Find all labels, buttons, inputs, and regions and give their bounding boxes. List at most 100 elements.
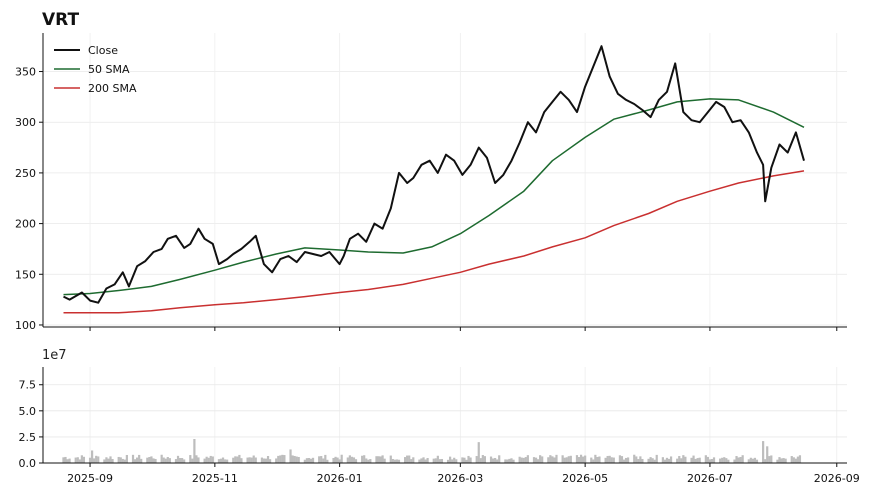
volume-bar: [408, 455, 411, 463]
volume-bar: [451, 459, 454, 463]
volume-bar: [481, 455, 484, 463]
volume-bar: [549, 455, 552, 463]
volume-bar: [563, 457, 566, 463]
volume-bar: [584, 455, 587, 463]
volume-bar: [223, 459, 227, 463]
volume-bar: [68, 458, 71, 463]
volume-bar: [751, 458, 754, 463]
volume-bar: [324, 454, 327, 463]
volume-bar: [449, 456, 452, 463]
volume-bar: [512, 459, 515, 463]
volume-bar: [350, 456, 354, 463]
volume-bar: [133, 459, 137, 463]
chart-axes: [39, 33, 847, 467]
volume-bars: [62, 439, 802, 463]
volume-bar: [307, 457, 311, 463]
volume-bar: [610, 457, 613, 463]
volume-bar: [377, 456, 380, 463]
volume-bar: [508, 458, 511, 463]
volume-bar: [326, 459, 329, 463]
volume-bar: [737, 457, 740, 463]
volume-bar: [90, 450, 94, 463]
volume-bar: [704, 455, 707, 463]
volume-bar: [768, 456, 771, 463]
volume-bar: [708, 459, 712, 463]
volume-bar: [354, 459, 358, 463]
volume-bar: [764, 459, 767, 463]
volume-bar: [397, 459, 401, 463]
volume-bar: [438, 459, 441, 463]
volume-bar: [641, 458, 644, 463]
volume-bar: [692, 455, 695, 463]
volume-bar: [367, 459, 370, 463]
volume-bar: [95, 455, 98, 463]
volume-bar: [168, 458, 171, 463]
volume-bar: [796, 456, 800, 463]
volume-bar: [698, 457, 701, 463]
volume-bar: [383, 458, 386, 463]
volume-bar: [739, 456, 742, 463]
volume-bar: [311, 457, 315, 463]
volume-bar: [694, 458, 697, 463]
chart-title: VRT: [42, 10, 79, 30]
volume-bar: [784, 458, 787, 463]
volume-bar: [232, 457, 235, 463]
volume-bar: [389, 455, 392, 463]
volume-bar: [410, 459, 413, 463]
volume-bar: [618, 455, 622, 463]
volume-bar: [164, 458, 167, 463]
volume-bar: [453, 457, 456, 463]
volume-bar: [455, 459, 458, 463]
volume-bar: [655, 454, 658, 463]
volume-bar: [727, 459, 730, 463]
volume-bar: [753, 457, 757, 463]
volume-bar: [579, 454, 583, 463]
volume-bar: [78, 459, 81, 463]
volume-bar: [735, 456, 738, 463]
volume-bar: [193, 439, 196, 463]
volume-bar: [651, 458, 654, 463]
volume-bar: [117, 456, 120, 463]
volume-bar: [647, 458, 650, 463]
volume-bar: [352, 457, 356, 463]
volume-bar: [555, 454, 558, 463]
price-ytick-label: 150: [15, 268, 36, 281]
volume-bar: [749, 457, 752, 463]
volume-bar: [733, 459, 736, 463]
volume-bar: [136, 457, 139, 463]
volume-bar: [234, 456, 237, 463]
volume-bar: [475, 456, 478, 463]
volume-bar: [361, 455, 364, 463]
volume-bar: [406, 455, 409, 463]
volume-bar: [590, 457, 593, 463]
volume-bar: [379, 456, 382, 463]
volume-bar: [436, 455, 439, 463]
volume-bar: [477, 442, 480, 463]
volume-bar: [109, 456, 112, 463]
tick-labels: 100 150 200 250 300 350 2025-09 2025-11 2026-01 2…: [15, 66, 860, 485]
volume-bar: [551, 456, 554, 463]
volume-bar: [238, 454, 241, 463]
volume-bar: [322, 458, 325, 463]
volume-bar: [432, 458, 435, 463]
volume-bar: [567, 456, 570, 463]
volume-bar: [626, 457, 630, 463]
volume-bar: [305, 458, 309, 463]
volume-bar: [260, 457, 264, 463]
volume-bar: [712, 457, 716, 463]
volume-bar: [375, 456, 378, 463]
volume-bar: [332, 457, 335, 463]
volume-bar: [221, 457, 225, 463]
volume-bar: [252, 455, 255, 463]
volume-bar: [174, 459, 178, 463]
volume-bar: [635, 456, 638, 463]
volume-bar: [340, 454, 343, 463]
volume-bar: [577, 457, 581, 463]
volume-bar: [723, 457, 726, 463]
volume-bar: [534, 457, 538, 463]
volume-bar: [725, 458, 728, 463]
volume-bar: [391, 458, 394, 463]
xtick-label: 2026-03: [437, 472, 483, 485]
volume-bar: [780, 458, 783, 463]
volume-bar: [684, 456, 687, 463]
